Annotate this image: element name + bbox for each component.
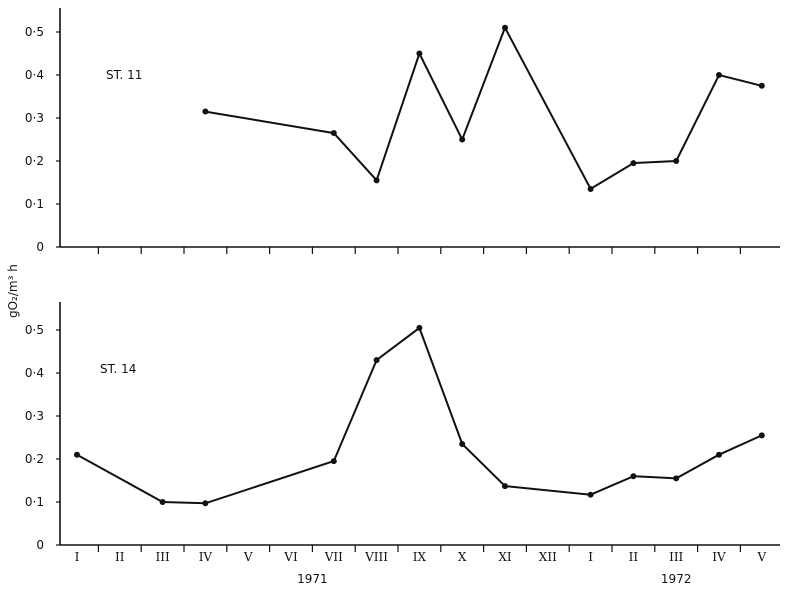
y-ticks-top: 0 0·1 0·2 0·3 0·4 0·5	[25, 25, 60, 254]
month-label-8: IX	[413, 550, 427, 564]
month-label-4: V	[243, 550, 253, 564]
data-point-st14-x	[459, 440, 466, 447]
station-label-st11: ST. 11	[106, 68, 142, 82]
data-point-st14-iii	[673, 475, 680, 482]
data-point-st14-iv	[202, 500, 209, 507]
y-tick-label-st14: 0·5	[25, 323, 44, 337]
year-labels: 1971 1972	[297, 572, 691, 586]
data-point-st11-iv	[716, 72, 722, 78]
data-point-st14-ii	[630, 473, 637, 480]
data-point-st14-i	[587, 491, 594, 498]
year-label-1971: 1971	[297, 572, 328, 586]
series-st14	[74, 324, 765, 507]
data-point-st11-v	[758, 82, 765, 89]
month-label-3: IV	[199, 550, 213, 564]
month-label-16: V	[756, 550, 766, 564]
y-tick-label-st14: 0·3	[25, 409, 44, 423]
y-tick-label-st14: 0	[36, 538, 44, 552]
month-label-15: IV	[712, 550, 726, 564]
x-ticks-bottom	[97, 545, 742, 552]
month-label-9: X	[458, 550, 467, 564]
y-tick-label-st11: 0·2	[25, 154, 44, 168]
data-point-st11-xi	[502, 24, 508, 31]
y-ticks-bottom: 0 0·1 0·2 0·3 0·4 0·5	[25, 323, 60, 552]
x-ticks-top	[97, 247, 742, 254]
month-label-14: III	[669, 550, 683, 564]
month-label-0: I	[75, 550, 80, 564]
data-point-st14-vii	[330, 458, 337, 465]
year-label-1972: 1972	[661, 572, 692, 586]
data-point-st11-x	[459, 136, 466, 143]
series-line-st14	[76, 326, 763, 505]
y-tick-label-st11: 0·1	[25, 197, 44, 211]
month-label-1: II	[115, 550, 125, 564]
y-tick-label-st14: 0·4	[25, 366, 44, 380]
y-tick-label-st11: 0·3	[25, 111, 44, 125]
month-label-5: VI	[283, 550, 298, 564]
data-point-st11-iv	[202, 108, 209, 115]
data-point-st14-xi	[502, 483, 508, 490]
data-point-st14-v	[758, 432, 765, 439]
y-tick-label-st14: 0·1	[25, 495, 44, 509]
station-label-st14: ST. 14	[100, 362, 136, 376]
data-point-st11-ii	[630, 160, 637, 167]
series-st11	[202, 24, 765, 192]
y-tick-label-st11: 0·4	[25, 68, 44, 82]
month-label-2: III	[155, 550, 169, 564]
month-label-6: VII	[324, 550, 343, 564]
month-label-12: I	[588, 550, 593, 564]
panel-st11: 0 0·1 0·2 0·3 0·4 0·5 ST. 11	[25, 8, 780, 254]
data-point-st11-ix	[416, 50, 423, 57]
month-label-10: XI	[498, 550, 512, 564]
data-point-st14-iv	[716, 451, 722, 458]
series-line-st11	[205, 25, 763, 191]
month-labels: I II III IV V VI VII VIII IX X XI XII I II III IV V	[75, 550, 767, 564]
month-label-13: II	[629, 550, 639, 564]
y-tick-label-st11: 0	[36, 240, 44, 254]
month-label-11: XII	[539, 550, 557, 564]
data-point-st14-ix	[416, 324, 423, 331]
data-point-st11-i	[587, 185, 594, 192]
y-tick-label-st14: 0·2	[25, 452, 44, 466]
month-label-7: VIII	[364, 550, 388, 564]
y-axis-label: gO₂/m³ h	[6, 264, 20, 318]
panel-st14: 0 0·1 0·2 0·3 0·4 0·5 ST. 14	[25, 302, 780, 552]
data-point-st11-vii	[330, 130, 337, 137]
data-point-st14-i	[74, 451, 80, 458]
data-point-st11-iii	[673, 158, 680, 164]
y-tick-label-st11: 0·5	[25, 25, 44, 39]
data-point-st11-viii	[373, 177, 380, 184]
data-point-st14-iii	[159, 499, 166, 505]
data-point-st14-viii	[373, 357, 380, 364]
